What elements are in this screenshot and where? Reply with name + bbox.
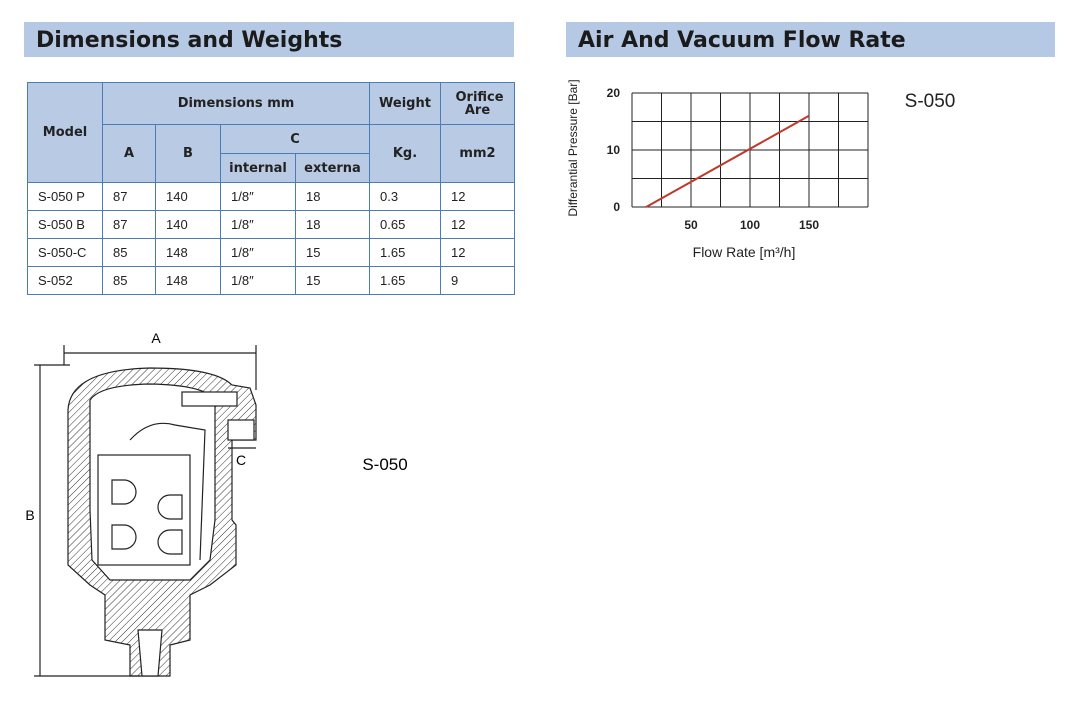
- table-cell: 85: [102, 238, 156, 267]
- x-tick-label: 100: [740, 218, 760, 232]
- x-tick-label: 150: [799, 218, 819, 232]
- table-cell: 1/8″: [220, 238, 296, 267]
- table-cell: S-050 P: [27, 182, 103, 211]
- valve-drawing: [34, 345, 257, 677]
- outlet-nut: [227, 419, 255, 441]
- table-cell: 87: [102, 210, 156, 239]
- table-cell: 140: [155, 182, 221, 211]
- table-cell: 148: [155, 238, 221, 267]
- dimension-label: C: [236, 452, 246, 468]
- nozzle: [137, 629, 163, 677]
- table-body: S-050 P 87 140 1/8″ 18 0.3 12 S-050 B 87 140 1/8″ 1…: [27, 182, 515, 295]
- header-cell: Model: [27, 82, 103, 183]
- table-cell: 0.3: [369, 182, 441, 211]
- table-cell: S-052: [27, 266, 103, 295]
- header-cell: mm2: [440, 124, 515, 183]
- y-tick-label: 0: [613, 200, 620, 214]
- header-text: Orifice Are: [455, 89, 504, 118]
- table-cell: S-050-C: [27, 238, 103, 267]
- x-axis-label: Flow Rate [m³/h]: [693, 244, 796, 260]
- legend-label: S-050: [905, 91, 956, 112]
- table-cell: 1/8″: [220, 266, 296, 295]
- table-cell: 1/8″: [220, 210, 296, 239]
- table-cell: 1.65: [369, 266, 441, 295]
- table-cell: 85: [102, 266, 156, 295]
- table-cell: 15: [295, 238, 370, 267]
- float-holes: [111, 479, 183, 555]
- header-cell: Weight: [369, 82, 441, 125]
- table-row: S-052 85 148 1/8″ 15 1.65 9: [27, 266, 515, 295]
- table-cell: S-050 B: [27, 210, 103, 239]
- table-cell: 12: [440, 182, 515, 211]
- header-cell: Orifice Are: [440, 82, 515, 125]
- table-row: S-050-C 85 148 1/8″ 15 1.65 12: [27, 238, 515, 267]
- section-heading: Dimensions and Weights: [24, 22, 514, 57]
- dimensions-table: Model Dimensions mm Weight Orifice Are A…: [27, 82, 515, 295]
- x-tick-label: 50: [684, 218, 698, 232]
- lever: [129, 422, 206, 561]
- header-cell: externa: [295, 153, 370, 183]
- section-heading: Air And Vacuum Flow Rate: [566, 22, 1055, 57]
- data-line: [645, 114, 810, 208]
- table-cell: 15: [295, 266, 370, 295]
- table-cell: 140: [155, 210, 221, 239]
- table-cell: 12: [440, 210, 515, 239]
- table-cell: 9: [440, 266, 515, 295]
- table-cell: 87: [102, 182, 156, 211]
- table-row: S-050 B 87 140 1/8″ 18 0.65 12: [27, 210, 515, 239]
- table-cell: 12: [440, 238, 515, 267]
- header-cell: B: [155, 124, 221, 183]
- table-row: S-050 P 87 140 1/8″ 18 0.3 12: [27, 182, 515, 211]
- table-cell: 18: [295, 210, 370, 239]
- table-cell: 1.65: [369, 238, 441, 267]
- drawing-model-label: S-050: [362, 455, 407, 474]
- table-cell: 0.65: [369, 210, 441, 239]
- header-cell: Dimensions mm: [102, 82, 370, 125]
- y-axis-label: Differantial Pressure [Bar]: [566, 79, 580, 216]
- y-tick-label: 10: [607, 143, 621, 157]
- header-cell: internal: [220, 153, 296, 183]
- header-cell: C: [220, 124, 370, 154]
- dimension-label: A: [151, 330, 161, 346]
- flow-chart: 50 100 150 0 10 20 Flow Rate [m³/h] Differantia…: [566, 79, 955, 260]
- header-cell: A: [102, 124, 156, 183]
- valve-cavity: [89, 383, 216, 581]
- outlet: [181, 391, 238, 407]
- table-cell: 18: [295, 182, 370, 211]
- dimension-label: B: [25, 507, 34, 523]
- valve-body: [67, 367, 257, 677]
- float: [97, 454, 191, 566]
- table-cell: 1/8″: [220, 182, 296, 211]
- y-tick-label: 20: [607, 86, 621, 100]
- table-cell: 148: [155, 266, 221, 295]
- header-cell: Kg.: [369, 124, 441, 183]
